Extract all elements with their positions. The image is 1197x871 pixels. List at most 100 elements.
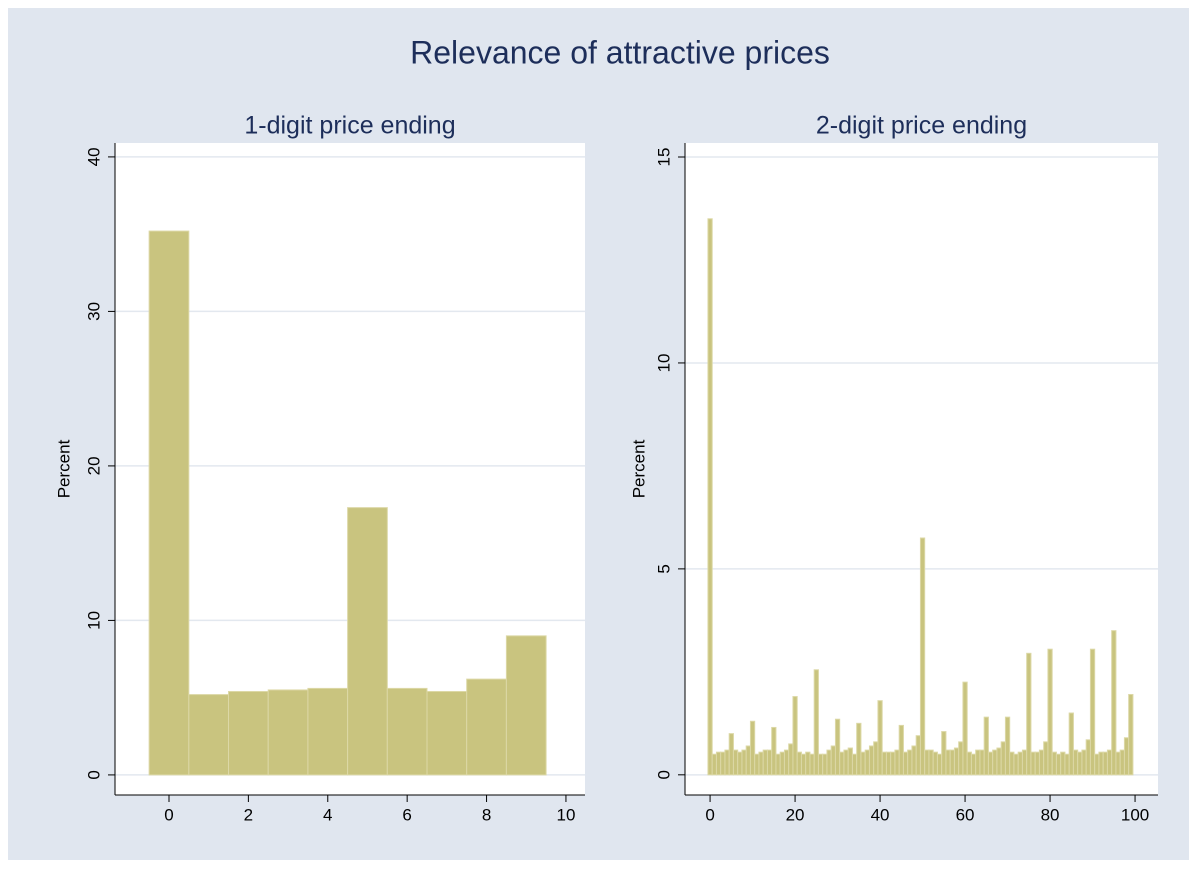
bar: [792, 696, 798, 776]
bar: [1081, 749, 1087, 776]
bar: [1128, 694, 1134, 776]
x-tick-label: 80: [1041, 805, 1060, 824]
y-tick-label: 5: [654, 564, 673, 573]
bar: [817, 753, 824, 776]
bar: [830, 745, 836, 776]
bar: [1009, 751, 1015, 776]
y-tick-label: 0: [654, 770, 673, 779]
bar: [813, 669, 819, 776]
y-tick-label: 10: [654, 353, 673, 372]
bar: [856, 722, 862, 776]
bar: [796, 751, 802, 776]
panel-title: 1-digit price ending: [244, 112, 455, 140]
y-tick-label: 20: [84, 456, 103, 475]
bar: [907, 749, 913, 776]
bar: [741, 749, 747, 776]
y-tick-label: 15: [654, 148, 673, 167]
bar: [1072, 749, 1079, 776]
bar: [894, 749, 900, 776]
bar: [932, 751, 938, 776]
bar: [911, 745, 917, 776]
bar: [1068, 712, 1074, 776]
bar: [941, 731, 947, 776]
bar: [958, 741, 964, 776]
bar: [928, 749, 934, 776]
bar: [843, 749, 849, 776]
x-tick-label: 20: [786, 805, 805, 824]
bar: [809, 753, 815, 776]
bar: [834, 718, 841, 776]
bar: [949, 749, 955, 776]
bar: [851, 753, 858, 776]
bar: [979, 749, 985, 776]
y-tick-label: 10: [84, 611, 103, 630]
x-tick-label: 100: [1121, 805, 1149, 824]
bar: [720, 751, 726, 776]
bar: [1051, 751, 1057, 776]
bar: [1013, 753, 1019, 776]
x-tick-label: 8: [482, 805, 491, 824]
y-tick-label: 40: [84, 147, 103, 166]
bar: [996, 747, 1002, 776]
bar: [724, 749, 730, 776]
bar: [1026, 652, 1032, 776]
bar: [771, 726, 777, 776]
chart-title: Relevance of attractive prices: [410, 34, 830, 70]
bar: [868, 745, 875, 776]
x-tick-label: 0: [705, 805, 714, 824]
bar: [1000, 741, 1006, 776]
bar: [728, 733, 734, 776]
bar: [975, 749, 981, 776]
bar: [822, 753, 828, 776]
bar: [775, 753, 781, 776]
bar: [148, 230, 190, 776]
bar: [1111, 630, 1117, 776]
bar: [966, 751, 972, 776]
bar: [992, 749, 998, 776]
bar: [762, 749, 768, 776]
bar: [1077, 751, 1083, 776]
bar: [1106, 749, 1113, 776]
bar: [745, 745, 751, 776]
bar: [1034, 751, 1040, 776]
bar: [1115, 751, 1121, 776]
bar: [1119, 749, 1125, 776]
bar: [1043, 741, 1049, 776]
bar: [1047, 648, 1053, 776]
bar: [800, 753, 807, 776]
bar: [847, 747, 853, 776]
bar: [885, 751, 892, 776]
bar: [347, 507, 388, 776]
bar: [919, 537, 926, 776]
bar: [737, 751, 743, 776]
bar: [788, 743, 794, 776]
bar: [1021, 749, 1028, 776]
bar: [426, 690, 468, 776]
bar: [1017, 751, 1023, 776]
bar: [1064, 753, 1070, 776]
y-tick-label: 30: [84, 302, 103, 321]
bar: [962, 681, 968, 776]
bar: [1060, 751, 1066, 776]
bar: [902, 751, 909, 776]
bar: [987, 751, 994, 776]
bar: [953, 747, 960, 776]
bar: [1123, 737, 1130, 776]
bar: [307, 687, 349, 776]
bar: [877, 700, 883, 776]
x-tick-label: 0: [164, 805, 173, 824]
bar: [864, 749, 870, 776]
bar: [783, 749, 790, 776]
x-tick-label: 60: [956, 805, 975, 824]
bar: [873, 741, 879, 776]
bar: [1085, 739, 1091, 776]
bar: [749, 720, 756, 776]
bar: [1089, 648, 1096, 776]
y-tick-label: 0: [84, 770, 103, 779]
x-tick-label: 2: [244, 805, 253, 824]
bar: [924, 749, 930, 776]
bar: [1102, 751, 1108, 776]
bar: [1055, 753, 1062, 776]
